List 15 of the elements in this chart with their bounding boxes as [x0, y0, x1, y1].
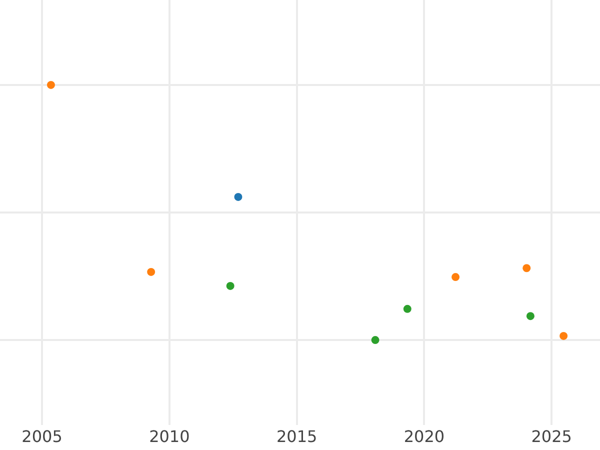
point [234, 192, 242, 201]
point [46, 80, 55, 89]
x-tick-label: 2010 [149, 427, 190, 446]
x-tick-label: 2020 [404, 427, 445, 446]
point [226, 282, 234, 290]
point [560, 332, 568, 340]
point [452, 273, 460, 282]
point [403, 304, 412, 313]
x-tick-label: 2025 [531, 427, 572, 446]
point [522, 264, 531, 272]
point [526, 312, 534, 320]
x-tick-label: 2015 [276, 427, 318, 446]
x-tick-label: 2005 [22, 427, 62, 446]
point [371, 336, 380, 344]
point [147, 268, 156, 276]
